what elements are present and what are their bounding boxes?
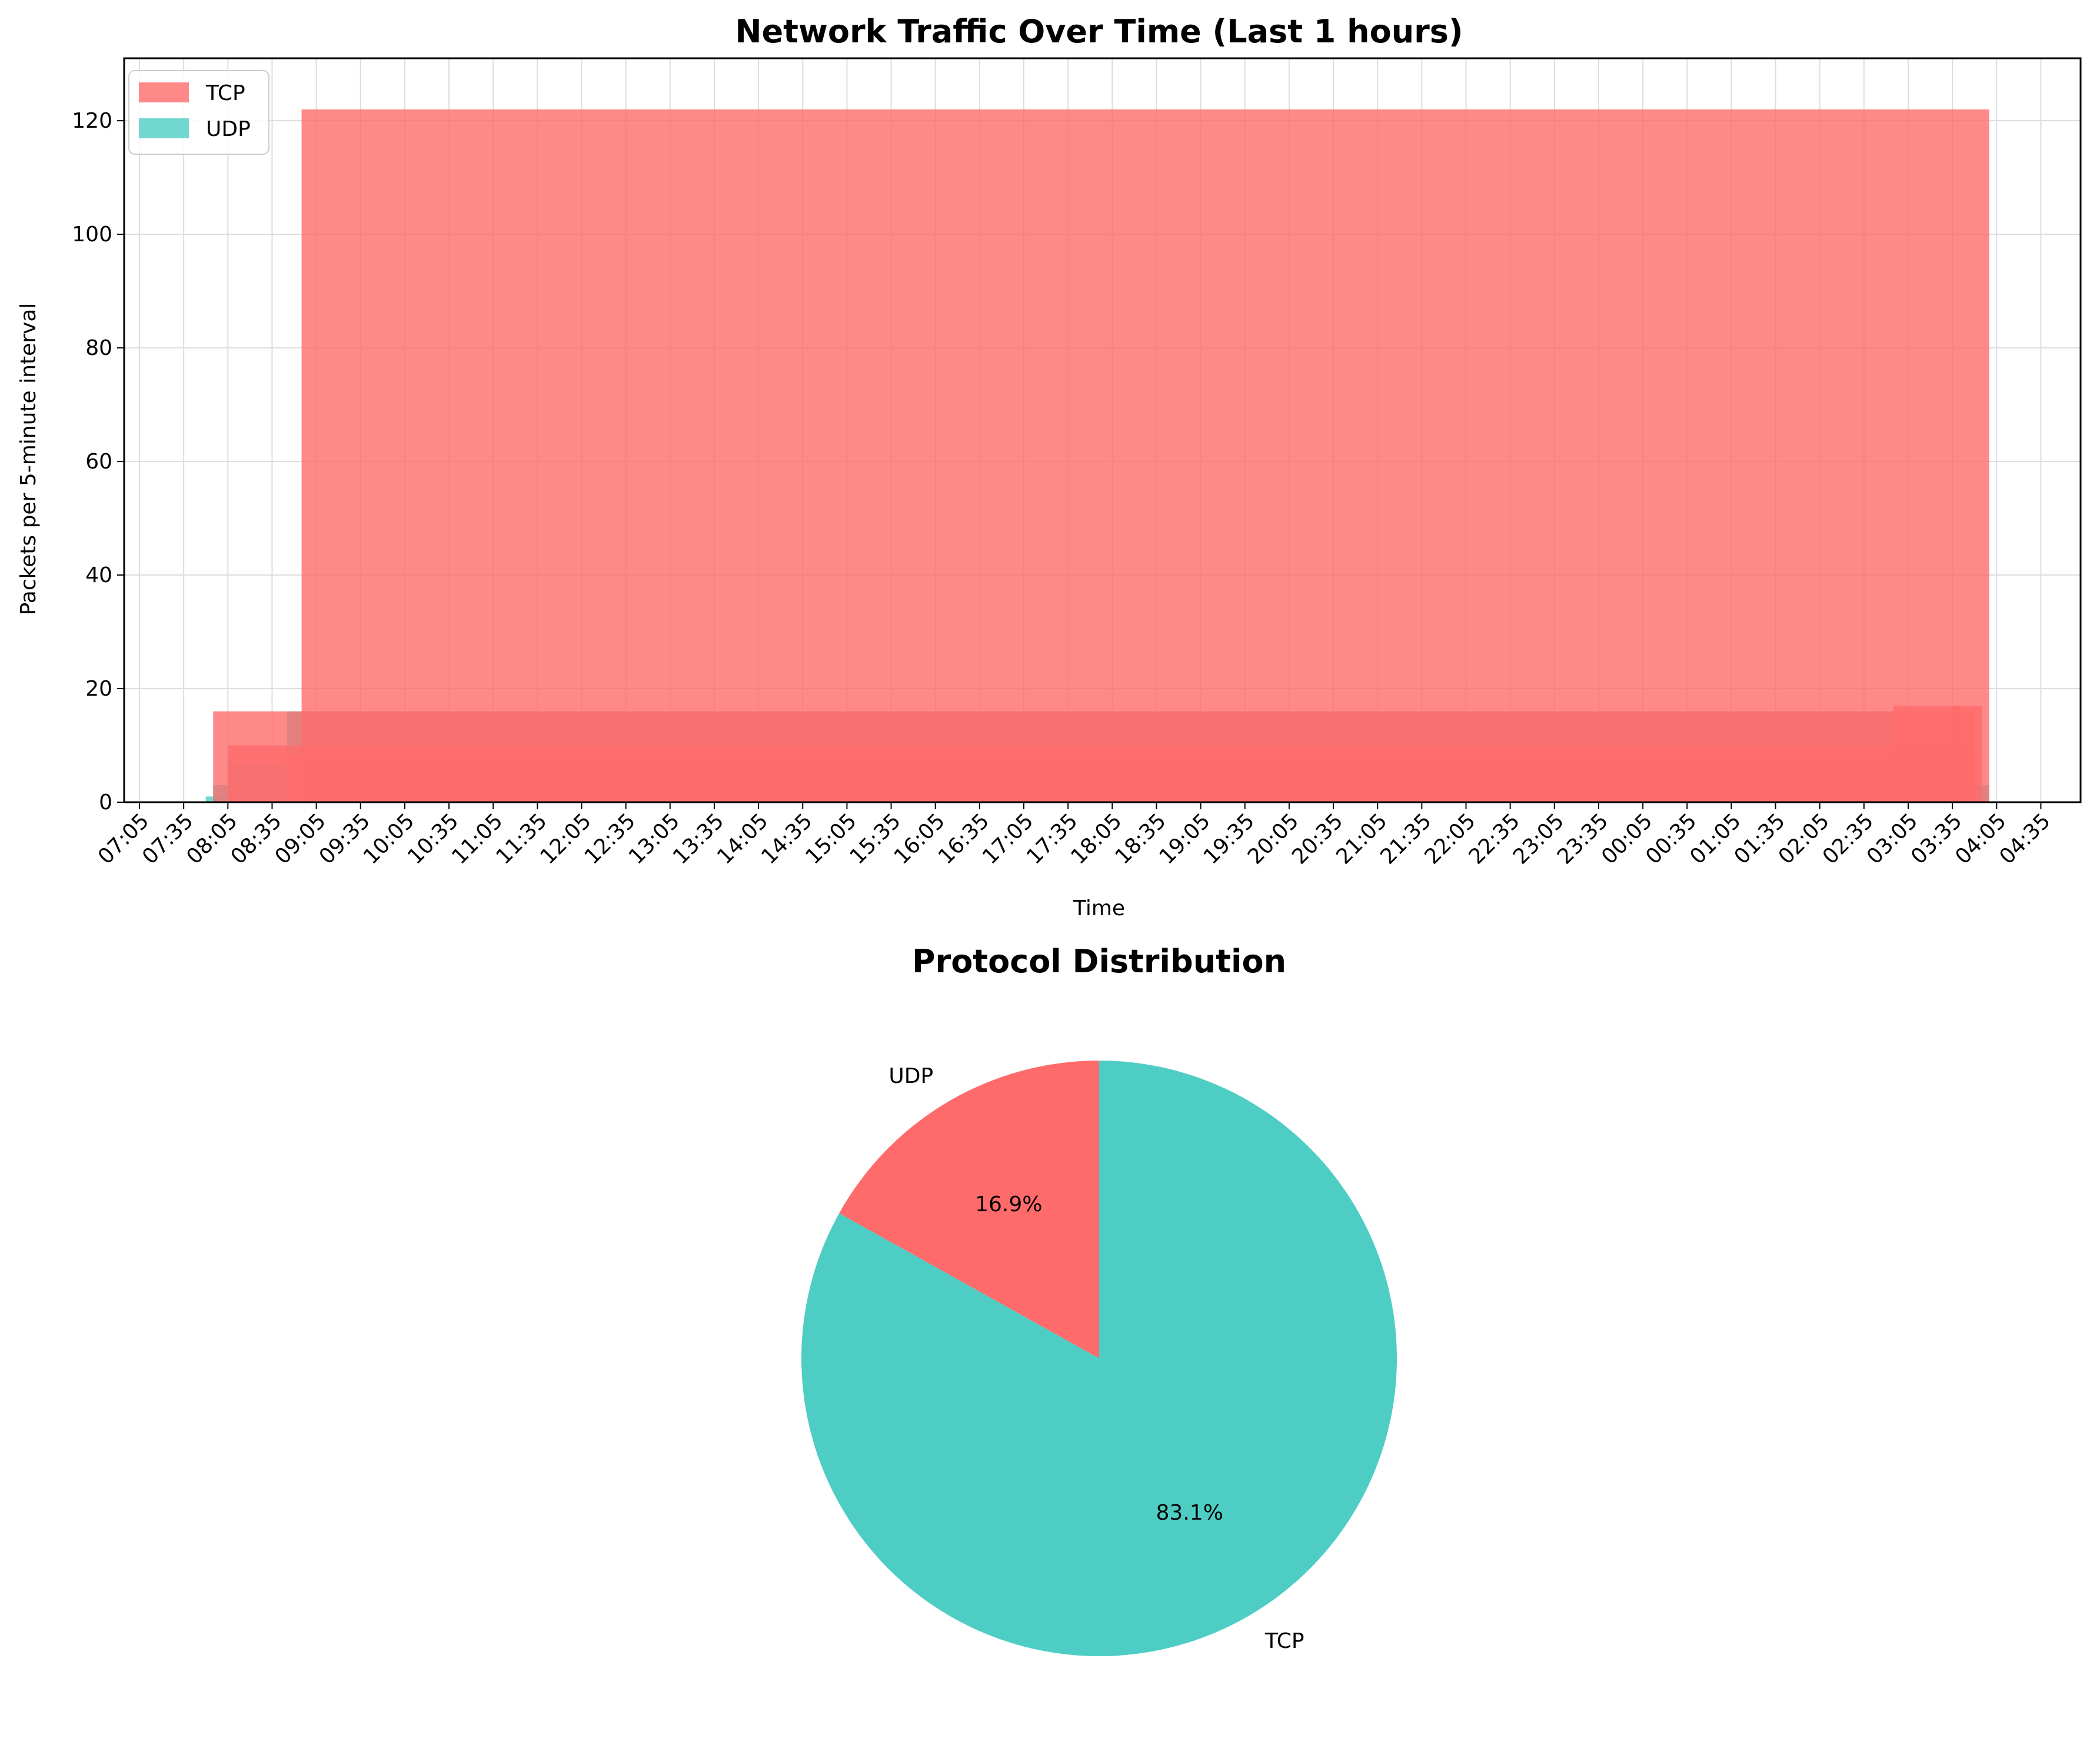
y-tick-label: 40 (85, 563, 112, 587)
y-tick-label: 120 (72, 109, 112, 133)
pie-label-tcp: TCP (1264, 1629, 1304, 1653)
traffic-plot-frame (123, 57, 2082, 803)
pie-chart-title: Protocol Distribution (912, 943, 1286, 980)
legend-label-tcp: TCP (205, 81, 245, 105)
traffic-chart-title: Network Traffic Over Time (Last 1 hours) (735, 13, 1463, 50)
y-tick-label: 20 (85, 677, 112, 701)
y-tick-label: 80 (85, 336, 112, 360)
y-tick-label: 0 (99, 790, 112, 815)
pie-label-udp: UDP (888, 1064, 933, 1088)
bar-tcp (1893, 705, 1960, 802)
traffic-y-axis-label: Packets per 5-minute interval (16, 303, 41, 616)
y-tick-label: 100 (72, 222, 112, 247)
pie-pct-tcp: 83.1% (1156, 1501, 1223, 1525)
traffic-chart: Network Traffic Over Time (Last 1 hours)… (16, 13, 2082, 920)
pie-slices (801, 1061, 1397, 1657)
y-tick-label: 60 (85, 450, 112, 474)
traffic-x-axis-label: Time (1073, 896, 1125, 920)
legend-swatch-tcp (139, 82, 189, 102)
traffic-legend: TCP UDP (128, 70, 269, 155)
protocol-pie-chart: Protocol Distribution UDP 16.9% TCP 83.1% (801, 943, 1397, 1657)
pie-slice-tcp (801, 1061, 1397, 1657)
pie-pct-udp: 16.9% (975, 1192, 1042, 1217)
legend-swatch-udp (139, 118, 189, 138)
pie-labels: UDP 16.9% TCP 83.1% (888, 1064, 1304, 1653)
legend-label-udp: UDP (206, 117, 251, 141)
bar-tcp (301, 109, 1989, 802)
traffic-y-ticks: 0 20 40 60 80 100 120 (72, 109, 124, 815)
bar-tcp (1952, 705, 1982, 802)
traffic-bars (205, 109, 1989, 802)
pie-slice-udp (839, 1061, 1099, 1358)
